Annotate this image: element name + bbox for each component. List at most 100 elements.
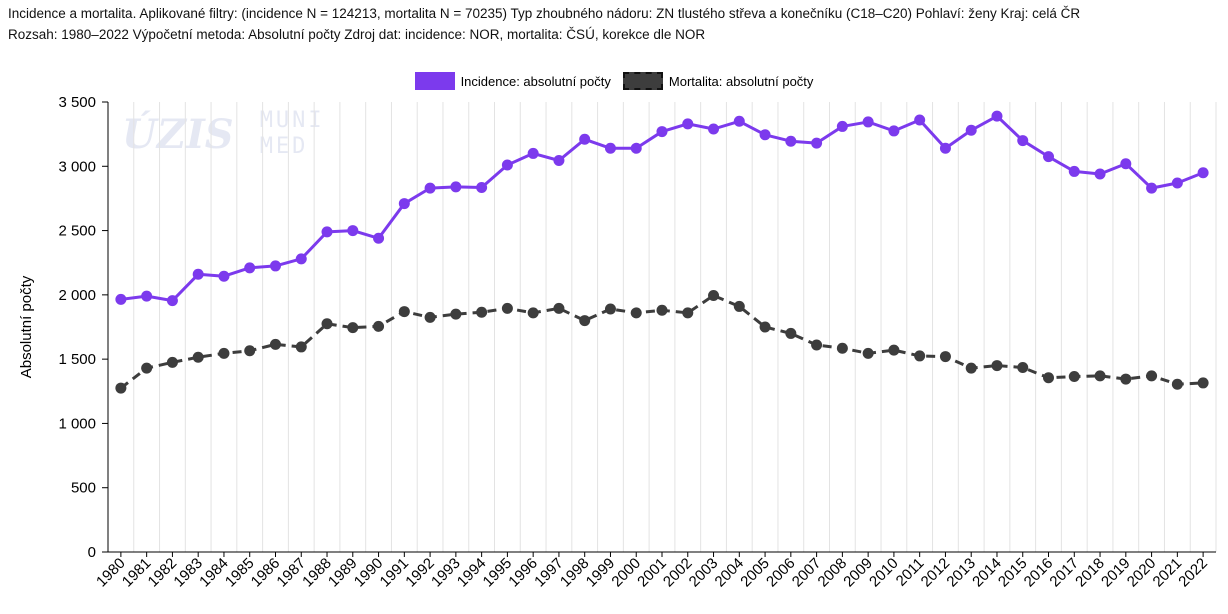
data-point-incidence[interactable] xyxy=(192,268,204,280)
data-point-incidence[interactable] xyxy=(811,137,823,149)
data-point-mortality[interactable] xyxy=(218,347,230,359)
data-point-incidence[interactable] xyxy=(244,262,256,274)
data-point-mortality[interactable] xyxy=(321,318,333,330)
data-point-mortality[interactable] xyxy=(115,382,127,394)
data-point-mortality[interactable] xyxy=(630,307,642,319)
data-point-mortality[interactable] xyxy=(1068,371,1080,382)
data-point-incidence[interactable] xyxy=(682,118,694,130)
grid-layer xyxy=(107,102,1217,552)
data-point-incidence[interactable] xyxy=(295,253,307,265)
data-point-incidence[interactable] xyxy=(527,147,539,159)
data-point-incidence[interactable] xyxy=(321,226,333,238)
data-point-mortality[interactable] xyxy=(450,308,462,320)
data-point-mortality[interactable] xyxy=(965,362,977,374)
filter-description-line-1: Incidence a mortalita. Aplikované filtry… xyxy=(8,6,1081,21)
data-point-mortality[interactable] xyxy=(1120,373,1132,385)
y-tick-label: 1 000 xyxy=(58,415,96,432)
data-point-incidence[interactable] xyxy=(347,225,359,237)
data-point-incidence[interactable] xyxy=(862,116,874,128)
data-point-incidence[interactable] xyxy=(373,232,385,244)
data-point-incidence[interactable] xyxy=(604,142,616,154)
data-point-mortality[interactable] xyxy=(424,311,436,323)
data-point-mortality[interactable] xyxy=(347,322,359,334)
data-point-incidence[interactable] xyxy=(836,120,848,132)
data-point-incidence[interactable] xyxy=(553,155,565,166)
data-point-mortality[interactable] xyxy=(501,302,513,314)
filter-description-line-2: Rozsah: 1980–2022 Výpočetní metoda: Abso… xyxy=(8,27,706,42)
data-point-incidence[interactable] xyxy=(965,124,977,136)
data-point-incidence[interactable] xyxy=(1017,135,1029,147)
data-point-mortality[interactable] xyxy=(1197,377,1209,389)
data-point-mortality[interactable] xyxy=(553,302,565,314)
data-point-mortality[interactable] xyxy=(604,303,616,315)
y-tick-label: 3 000 xyxy=(58,158,96,175)
legend-item-mortality[interactable]: Mortalita: absolutní počty xyxy=(622,72,814,90)
data-point-incidence[interactable] xyxy=(115,293,127,305)
data-point-incidence[interactable] xyxy=(630,142,642,154)
data-point-mortality[interactable] xyxy=(1043,372,1055,384)
data-point-mortality[interactable] xyxy=(914,350,926,362)
legend-swatch-incidence xyxy=(414,72,455,90)
data-point-mortality[interactable] xyxy=(656,304,668,316)
data-point-mortality[interactable] xyxy=(1171,378,1183,390)
data-point-incidence[interactable] xyxy=(450,181,462,193)
data-point-incidence[interactable] xyxy=(656,126,668,138)
data-point-mortality[interactable] xyxy=(862,347,874,359)
data-point-incidence[interactable] xyxy=(166,295,178,307)
data-point-incidence[interactable] xyxy=(1068,165,1080,177)
data-point-incidence[interactable] xyxy=(1043,151,1055,163)
data-point-mortality[interactable] xyxy=(398,306,410,318)
data-point-mortality[interactable] xyxy=(759,321,771,333)
data-point-mortality[interactable] xyxy=(579,315,591,327)
data-point-incidence[interactable] xyxy=(398,198,410,210)
data-point-mortality[interactable] xyxy=(476,306,488,318)
series-line-incidence xyxy=(120,114,1204,303)
data-point-mortality[interactable] xyxy=(373,320,385,332)
data-point-mortality[interactable] xyxy=(939,351,951,363)
data-point-incidence[interactable] xyxy=(759,129,771,141)
data-point-incidence[interactable] xyxy=(269,260,281,272)
data-point-mortality[interactable] xyxy=(141,362,153,374)
data-point-incidence[interactable] xyxy=(991,110,1003,122)
data-point-mortality[interactable] xyxy=(733,300,745,312)
data-point-mortality[interactable] xyxy=(1017,362,1029,373)
data-point-mortality[interactable] xyxy=(527,307,539,319)
data-point-incidence[interactable] xyxy=(218,270,230,282)
legend-label-mortality: Mortalita: absolutní počty xyxy=(668,73,814,89)
data-point-mortality[interactable] xyxy=(682,307,694,319)
data-point-mortality[interactable] xyxy=(708,290,720,301)
data-point-mortality[interactable] xyxy=(295,341,307,353)
data-point-incidence[interactable] xyxy=(785,135,797,147)
data-point-mortality[interactable] xyxy=(192,351,204,363)
data-point-incidence[interactable] xyxy=(914,114,926,126)
data-point-incidence[interactable] xyxy=(501,159,513,171)
data-point-incidence[interactable] xyxy=(888,125,900,137)
legend-swatch-mortality xyxy=(622,72,663,90)
data-point-incidence[interactable] xyxy=(733,115,745,127)
data-point-mortality[interactable] xyxy=(991,360,1003,372)
data-point-mortality[interactable] xyxy=(166,356,178,368)
data-point-mortality[interactable] xyxy=(1146,370,1158,382)
data-point-incidence[interactable] xyxy=(476,182,488,193)
data-point-incidence[interactable] xyxy=(1094,168,1106,180)
data-point-mortality[interactable] xyxy=(836,342,848,354)
y-axis-label: Absolutní počty xyxy=(18,275,35,378)
data-point-incidence[interactable] xyxy=(579,133,591,145)
data-point-incidence[interactable] xyxy=(708,123,720,135)
data-point-mortality[interactable] xyxy=(244,345,256,357)
data-point-incidence[interactable] xyxy=(1171,177,1183,189)
data-point-mortality[interactable] xyxy=(785,327,797,339)
data-point-incidence[interactable] xyxy=(424,182,436,194)
y-tick-label: 0 xyxy=(88,544,96,561)
data-point-mortality[interactable] xyxy=(811,339,823,351)
data-point-mortality[interactable] xyxy=(1094,370,1106,382)
data-point-mortality[interactable] xyxy=(888,344,900,356)
legend-item-incidence[interactable]: Incidence: absolutní počty xyxy=(414,72,611,90)
data-point-incidence[interactable] xyxy=(1197,167,1209,179)
data-point-mortality[interactable] xyxy=(269,338,281,350)
y-tick-label: 3 500 xyxy=(58,94,96,111)
data-point-incidence[interactable] xyxy=(1120,158,1132,170)
data-point-incidence[interactable] xyxy=(1146,182,1158,194)
data-point-incidence[interactable] xyxy=(141,290,153,302)
data-point-incidence[interactable] xyxy=(939,142,951,154)
